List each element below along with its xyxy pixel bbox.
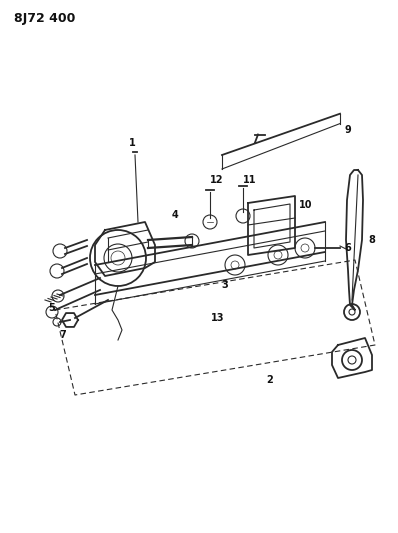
Text: 3: 3	[222, 280, 228, 290]
Text: 13: 13	[211, 313, 225, 323]
Text: 8J72 400: 8J72 400	[14, 12, 75, 25]
Text: 8: 8	[369, 235, 375, 245]
Text: 7: 7	[60, 330, 66, 340]
Text: 6: 6	[345, 243, 351, 253]
Text: 12: 12	[210, 175, 224, 185]
Text: 5: 5	[49, 303, 55, 313]
Text: 2: 2	[267, 375, 273, 385]
Text: 9: 9	[345, 125, 351, 135]
Text: 1: 1	[129, 138, 135, 148]
Text: 10: 10	[299, 200, 313, 210]
Text: 11: 11	[243, 175, 257, 185]
Text: 4: 4	[172, 210, 178, 220]
